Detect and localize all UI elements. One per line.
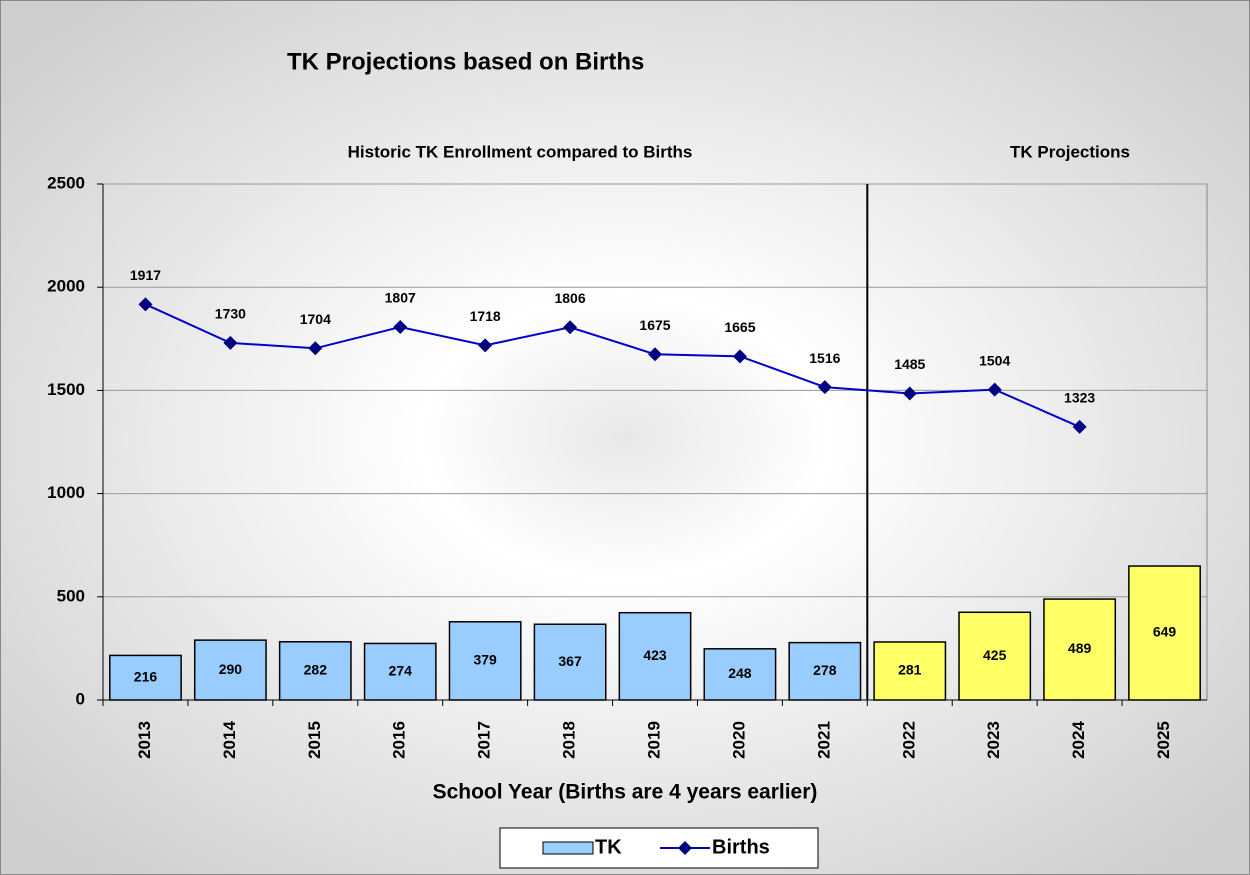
data-label: 282	[304, 662, 328, 678]
bar	[788, 641, 862, 701]
x-tick-label: 2017	[475, 721, 494, 759]
marker	[987, 382, 1002, 397]
x-tick-label: 2024	[1069, 721, 1088, 759]
data-label: 216	[134, 668, 158, 684]
x-tick-label: 2021	[814, 721, 833, 759]
data-label: 1917	[130, 267, 161, 283]
x-axis-title: School Year (Births are 4 years earlier)	[433, 781, 818, 804]
marker	[478, 338, 493, 353]
data-label: 274	[389, 662, 413, 678]
marker	[902, 386, 917, 401]
bar	[363, 642, 437, 701]
x-tick-label: 2014	[220, 721, 239, 759]
legend-label: TK	[595, 836, 622, 858]
data-label: 425	[983, 647, 1007, 663]
y-tick-label: 500	[57, 586, 85, 605]
marker	[1072, 419, 1087, 434]
data-label: 489	[1068, 640, 1092, 656]
data-label: 248	[728, 665, 752, 681]
marker	[223, 335, 238, 350]
x-tick-label: 2023	[984, 721, 1003, 759]
marker	[817, 380, 832, 395]
x-tick-label: 2015	[305, 721, 324, 759]
data-label: 1504	[979, 352, 1010, 368]
x-tick-label: 2025	[1154, 721, 1173, 759]
data-label: 649	[1153, 624, 1177, 640]
x-tick-label: 2016	[390, 721, 409, 759]
annotation: Historic TK Enrollment compared to Birth…	[348, 142, 693, 161]
bar	[193, 639, 267, 701]
y-tick-label: 1500	[47, 380, 85, 399]
marker	[138, 297, 153, 312]
data-label: 1675	[639, 317, 670, 333]
marker	[563, 320, 578, 335]
y-tick-label: 0	[76, 689, 85, 708]
data-label: 1806	[554, 290, 585, 306]
x-tick-label: 2013	[135, 721, 154, 759]
data-label: 1718	[470, 308, 501, 324]
data-label: 1485	[894, 356, 925, 372]
marker	[648, 347, 662, 362]
bar	[618, 611, 692, 701]
y-tick-label: 2000	[47, 277, 85, 296]
x-tick-label: 2019	[644, 721, 663, 759]
legend-marker	[678, 841, 692, 855]
data-label: 290	[219, 661, 243, 677]
marker	[393, 320, 408, 335]
data-label: 379	[473, 652, 497, 668]
legend-swatch	[542, 841, 594, 855]
annotation: TK Projections	[1010, 142, 1130, 161]
data-label: 1704	[300, 311, 331, 327]
legend-label: Births	[712, 836, 770, 858]
bar	[1128, 565, 1201, 701]
data-label: 281	[898, 662, 922, 678]
bar	[1043, 598, 1117, 701]
data-label: 1730	[215, 306, 246, 322]
x-tick-label: 2018	[560, 721, 579, 759]
legend: TK Births	[499, 827, 819, 869]
y-tick-label: 1000	[47, 483, 85, 502]
line	[145, 303, 1081, 428]
x-tick-label: 2022	[899, 721, 918, 759]
data-label: 1807	[385, 290, 416, 306]
bar	[109, 654, 182, 701]
data-label: 1516	[809, 350, 840, 366]
y-tick-label: 2500	[47, 173, 85, 192]
marker	[732, 349, 747, 364]
x-tick-label: 2020	[729, 721, 748, 759]
bar	[958, 611, 1032, 701]
bar	[873, 641, 947, 701]
data-label: 1665	[724, 319, 755, 335]
data-label: 423	[643, 647, 667, 663]
chart-title: TK Projections based on Births	[287, 48, 644, 75]
bar	[703, 648, 777, 701]
marker	[308, 341, 323, 356]
bar	[448, 621, 522, 701]
data-label: 278	[813, 662, 837, 678]
data-label: 367	[558, 653, 582, 669]
data-label: 1323	[1064, 390, 1095, 406]
bar	[533, 623, 607, 701]
bar	[278, 641, 352, 701]
